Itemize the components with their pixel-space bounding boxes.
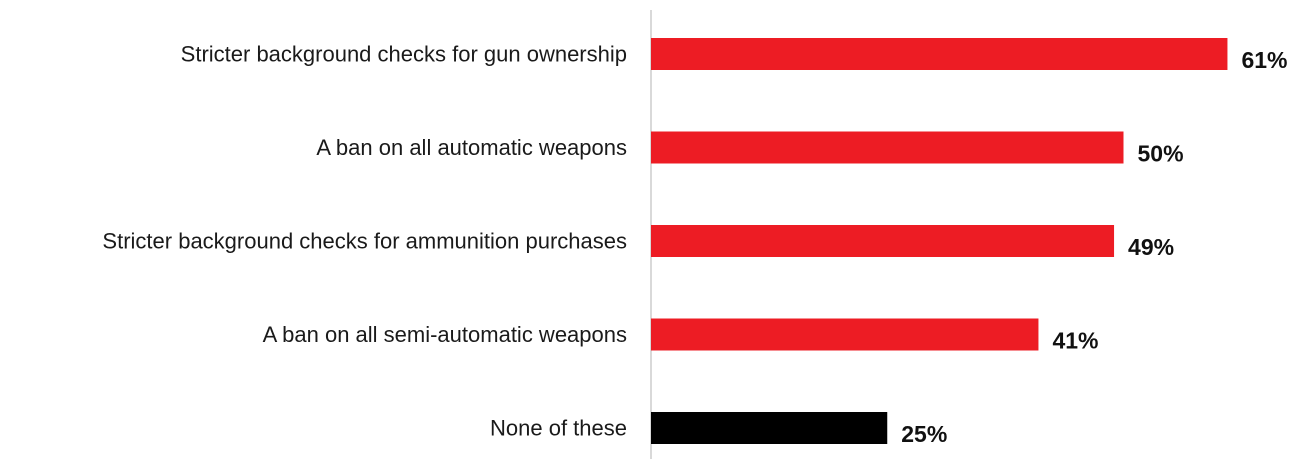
category-labels: Stricter background checks for gun owner…	[102, 42, 627, 441]
bar-4	[651, 318, 1039, 351]
category-label-4: A ban on all semi-automatic weapons	[263, 322, 627, 347]
value-label-5: 25%	[901, 421, 947, 447]
category-label-5: None of these	[490, 416, 627, 441]
bar-3	[651, 225, 1115, 257]
bar-2	[651, 131, 1124, 164]
value-label-3: 49%	[1128, 234, 1174, 260]
value-label-2: 50%	[1138, 141, 1184, 167]
category-label-3: Stricter background checks for ammunitio…	[102, 229, 627, 254]
value-labels: 61% 50% 49% 41% 25%	[901, 47, 1287, 447]
bars	[651, 38, 1228, 444]
category-label-2: A ban on all automatic weapons	[316, 135, 627, 160]
bar-5	[651, 412, 888, 444]
value-label-4: 41%	[1052, 328, 1098, 354]
category-label-1: Stricter background checks for gun owner…	[181, 42, 627, 67]
value-label-1: 61%	[1241, 47, 1287, 73]
bar-1	[651, 38, 1228, 70]
